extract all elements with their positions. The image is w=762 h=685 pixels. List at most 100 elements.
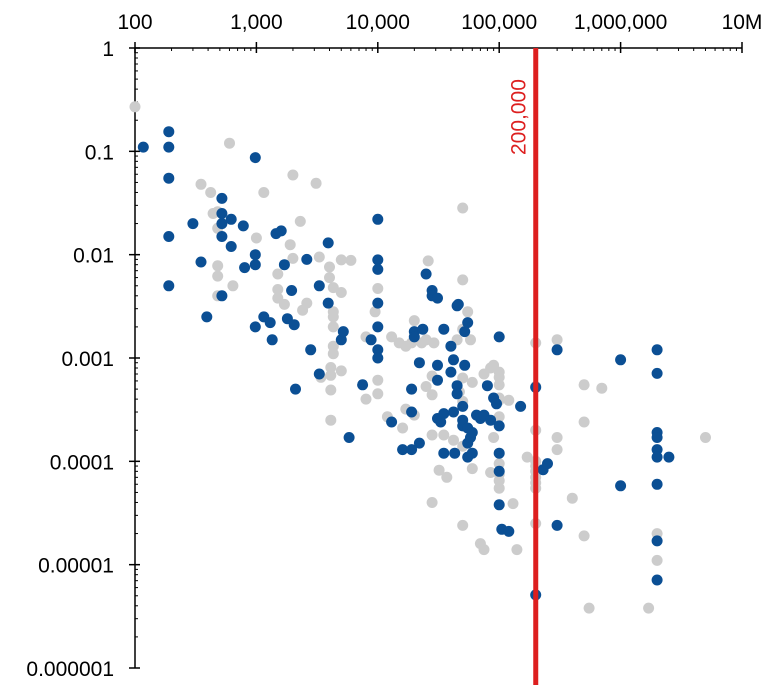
data-point: [324, 272, 335, 284]
data-point: [651, 554, 663, 566]
data-point: [578, 416, 590, 428]
data-point: [249, 321, 261, 333]
data-point: [286, 285, 298, 296]
data-point: [511, 544, 523, 556]
data-point: [345, 254, 357, 266]
data-point: [457, 372, 469, 384]
data-point: [493, 447, 505, 459]
y-tick-label: 1: [102, 38, 114, 61]
data-point: [466, 376, 478, 388]
data-point: [327, 321, 339, 333]
data-point: [327, 348, 339, 360]
data-point: [216, 290, 228, 302]
data-point: [372, 374, 384, 386]
data-point: [264, 317, 276, 329]
data-point: [448, 354, 459, 366]
data-point: [325, 414, 337, 426]
data-point: [324, 261, 335, 273]
data-point: [493, 411, 505, 423]
data-point: [408, 331, 420, 343]
data-point: [294, 215, 306, 227]
data-point: [372, 297, 384, 309]
data-point: [386, 331, 398, 343]
data-point: [449, 447, 461, 459]
data-point: [372, 344, 384, 356]
data-point: [651, 478, 663, 490]
data-point: [227, 280, 239, 292]
data-point: [163, 280, 175, 292]
data-point: [457, 519, 469, 531]
data-point: [335, 287, 347, 298]
data-point: [225, 241, 237, 252]
data-point: [422, 255, 434, 267]
data-point: [457, 202, 469, 214]
data-point: [287, 169, 299, 181]
data-point: [457, 414, 469, 426]
data-point: [327, 311, 339, 323]
data-point: [428, 337, 440, 349]
data-point: [433, 464, 445, 476]
data-point: [343, 432, 355, 443]
data-point: [360, 393, 372, 405]
y-tick-label: 0.000001: [26, 658, 114, 681]
data-point: [651, 535, 663, 547]
data-point: [322, 297, 334, 309]
data-point: [195, 178, 207, 190]
data-point: [216, 192, 228, 204]
y-tick-label: 0.0001: [50, 451, 114, 474]
data-point: [457, 274, 469, 286]
data-point: [466, 463, 478, 475]
data-point: [216, 218, 228, 230]
data-point: [578, 530, 590, 542]
data-point: [445, 340, 457, 352]
data-point: [137, 141, 149, 153]
y-tick-label: 0.001: [61, 348, 114, 371]
data-point: [163, 172, 175, 184]
data-point: [432, 359, 443, 371]
data-point: [551, 334, 563, 346]
data-point: [615, 480, 627, 492]
data-point: [372, 321, 384, 333]
data-point: [310, 177, 322, 189]
data-point: [448, 406, 459, 418]
x-tick-label: 100: [117, 11, 152, 34]
data-point: [493, 331, 505, 343]
data-point: [224, 137, 235, 149]
data-point: [493, 458, 505, 470]
data-point: [466, 427, 478, 438]
data-point: [325, 362, 337, 373]
data-point: [485, 414, 497, 426]
data-point: [325, 369, 337, 381]
data-points: [129, 101, 711, 614]
data-point: [201, 311, 213, 323]
data-point: [327, 282, 339, 294]
data-point: [478, 544, 490, 556]
data-point: [507, 498, 519, 510]
reference-line-group: 200,000: [508, 48, 539, 685]
data-point: [216, 208, 228, 219]
data-point: [163, 141, 175, 153]
data-point: [284, 239, 296, 251]
data-point: [313, 368, 325, 380]
data-point: [386, 416, 398, 428]
data-point: [435, 416, 447, 428]
data-point: [322, 237, 334, 249]
reference-line-label: 200,000: [508, 79, 531, 155]
data-point: [651, 344, 663, 356]
data-point: [493, 420, 505, 432]
data-point: [420, 268, 432, 280]
data-point: [369, 306, 381, 318]
x-tick-label: 1,000: [230, 11, 283, 34]
data-point: [413, 357, 425, 369]
data-point: [397, 444, 409, 456]
data-point: [195, 256, 207, 268]
data-point: [335, 365, 347, 377]
data-point: [462, 317, 474, 329]
data-point: [465, 334, 476, 346]
data-point: [426, 389, 438, 401]
data-point: [615, 354, 627, 366]
data-point: [503, 525, 515, 537]
data-point: [451, 388, 463, 400]
data-point: [337, 326, 349, 338]
